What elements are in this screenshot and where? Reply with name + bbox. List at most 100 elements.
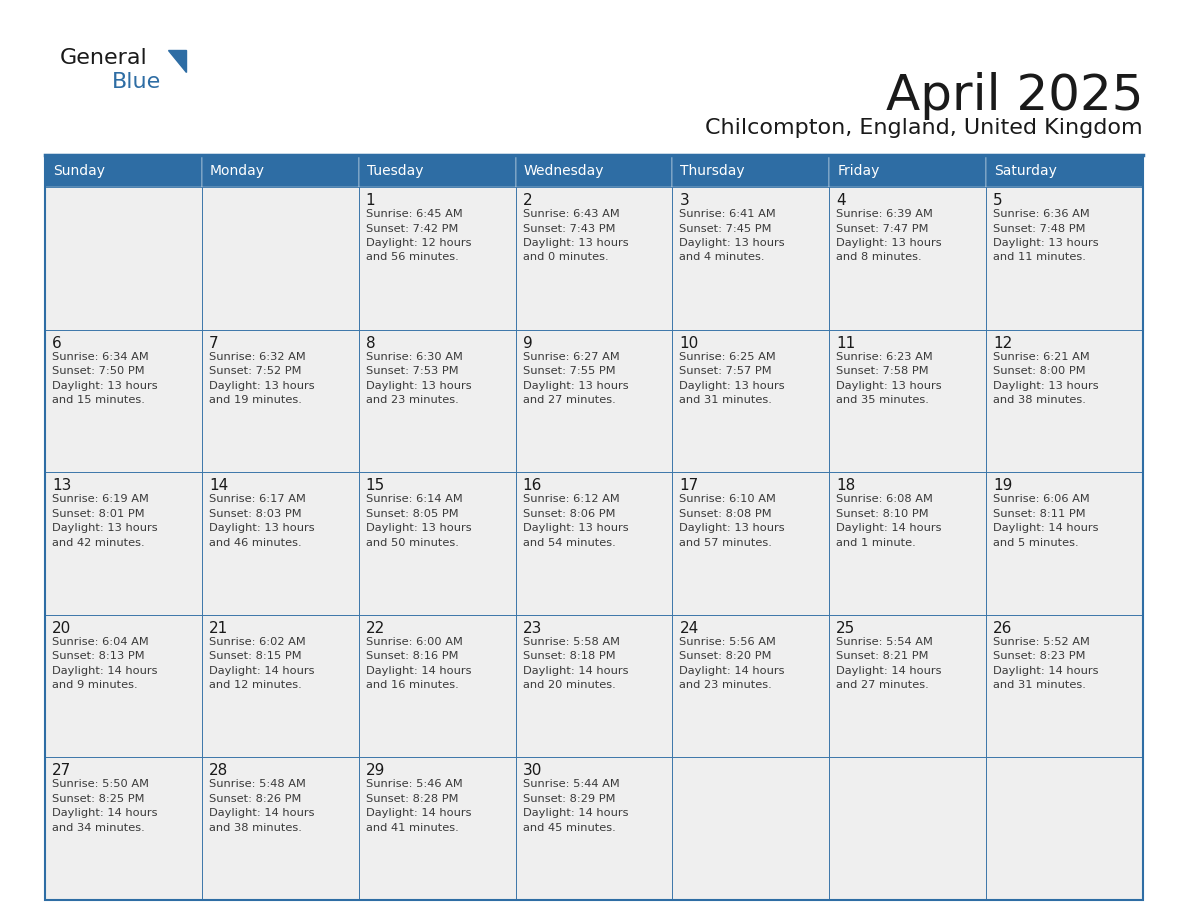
Bar xyxy=(986,330,1143,472)
Text: 17: 17 xyxy=(680,478,699,493)
Bar xyxy=(829,615,986,757)
Text: Daylight: 13 hours: Daylight: 13 hours xyxy=(52,381,158,390)
Text: Daylight: 13 hours: Daylight: 13 hours xyxy=(836,238,942,248)
Text: Friday: Friday xyxy=(838,164,879,178)
Text: Sunrise: 6:04 AM: Sunrise: 6:04 AM xyxy=(52,637,148,647)
Text: Sunrise: 6:00 AM: Sunrise: 6:00 AM xyxy=(366,637,462,647)
Text: Daylight: 13 hours: Daylight: 13 hours xyxy=(209,523,315,533)
Text: and 20 minutes.: and 20 minutes. xyxy=(523,680,615,690)
Text: Sunrise: 5:54 AM: Sunrise: 5:54 AM xyxy=(836,637,933,647)
Text: April 2025: April 2025 xyxy=(885,72,1143,120)
Bar xyxy=(202,155,359,187)
Text: General: General xyxy=(61,48,147,68)
Text: 19: 19 xyxy=(993,478,1012,493)
Text: Sunset: 7:48 PM: Sunset: 7:48 PM xyxy=(993,223,1086,233)
Bar xyxy=(516,330,672,472)
Bar xyxy=(45,155,1143,900)
Text: and 9 minutes.: and 9 minutes. xyxy=(52,680,138,690)
Text: Sunrise: 6:43 AM: Sunrise: 6:43 AM xyxy=(523,209,619,219)
Text: Sunrise: 5:46 AM: Sunrise: 5:46 AM xyxy=(366,779,462,789)
Text: 22: 22 xyxy=(366,621,385,636)
Text: Sunset: 7:53 PM: Sunset: 7:53 PM xyxy=(366,366,459,376)
Text: 27: 27 xyxy=(52,764,71,778)
Bar xyxy=(986,187,1143,330)
Text: Daylight: 14 hours: Daylight: 14 hours xyxy=(209,666,315,676)
Text: Daylight: 14 hours: Daylight: 14 hours xyxy=(523,809,628,819)
Bar xyxy=(516,187,672,330)
Bar xyxy=(359,330,516,472)
Text: Sunrise: 6:25 AM: Sunrise: 6:25 AM xyxy=(680,352,776,362)
Bar xyxy=(45,757,202,900)
Text: Sunset: 8:10 PM: Sunset: 8:10 PM xyxy=(836,509,929,519)
Text: Sunset: 8:18 PM: Sunset: 8:18 PM xyxy=(523,651,615,661)
Text: and 23 minutes.: and 23 minutes. xyxy=(366,395,459,405)
Text: Daylight: 13 hours: Daylight: 13 hours xyxy=(523,238,628,248)
Bar xyxy=(45,330,202,472)
Text: Daylight: 14 hours: Daylight: 14 hours xyxy=(52,666,158,676)
Bar xyxy=(829,187,986,330)
Text: Sunset: 8:13 PM: Sunset: 8:13 PM xyxy=(52,651,145,661)
Text: Blue: Blue xyxy=(112,72,162,92)
Bar xyxy=(202,472,359,615)
Bar xyxy=(829,757,986,900)
Text: 30: 30 xyxy=(523,764,542,778)
Bar xyxy=(359,757,516,900)
Text: Sunrise: 6:32 AM: Sunrise: 6:32 AM xyxy=(209,352,305,362)
Text: Sunrise: 5:52 AM: Sunrise: 5:52 AM xyxy=(993,637,1091,647)
Text: 11: 11 xyxy=(836,336,855,351)
Text: and 4 minutes.: and 4 minutes. xyxy=(680,252,765,263)
Text: and 57 minutes.: and 57 minutes. xyxy=(680,538,772,548)
Text: Wednesday: Wednesday xyxy=(524,164,604,178)
Text: Daylight: 13 hours: Daylight: 13 hours xyxy=(836,381,942,390)
Bar xyxy=(672,757,829,900)
Text: 14: 14 xyxy=(209,478,228,493)
Text: Daylight: 14 hours: Daylight: 14 hours xyxy=(993,523,1099,533)
Text: Sunrise: 6:21 AM: Sunrise: 6:21 AM xyxy=(993,352,1089,362)
Text: and 8 minutes.: and 8 minutes. xyxy=(836,252,922,263)
Text: Sunset: 7:58 PM: Sunset: 7:58 PM xyxy=(836,366,929,376)
Text: Daylight: 13 hours: Daylight: 13 hours xyxy=(680,523,785,533)
Bar xyxy=(45,615,202,757)
Bar xyxy=(516,155,672,187)
Text: Daylight: 13 hours: Daylight: 13 hours xyxy=(993,381,1099,390)
Text: Sunrise: 6:08 AM: Sunrise: 6:08 AM xyxy=(836,494,933,504)
Bar xyxy=(45,155,202,187)
Text: 18: 18 xyxy=(836,478,855,493)
Bar xyxy=(829,472,986,615)
Bar xyxy=(359,472,516,615)
Text: Sunset: 7:50 PM: Sunset: 7:50 PM xyxy=(52,366,145,376)
Text: 8: 8 xyxy=(366,336,375,351)
Text: 9: 9 xyxy=(523,336,532,351)
Text: 13: 13 xyxy=(52,478,71,493)
Text: and 50 minutes.: and 50 minutes. xyxy=(366,538,459,548)
Text: and 46 minutes.: and 46 minutes. xyxy=(209,538,302,548)
Text: 2: 2 xyxy=(523,193,532,208)
Text: 6: 6 xyxy=(52,336,62,351)
Text: 20: 20 xyxy=(52,621,71,636)
Text: Tuesday: Tuesday xyxy=(367,164,423,178)
Text: and 54 minutes.: and 54 minutes. xyxy=(523,538,615,548)
Text: Sunset: 8:23 PM: Sunset: 8:23 PM xyxy=(993,651,1086,661)
Text: and 35 minutes.: and 35 minutes. xyxy=(836,395,929,405)
Text: and 38 minutes.: and 38 minutes. xyxy=(993,395,1086,405)
Text: Sunset: 8:00 PM: Sunset: 8:00 PM xyxy=(993,366,1086,376)
Text: Daylight: 14 hours: Daylight: 14 hours xyxy=(993,666,1099,676)
Text: Sunrise: 6:17 AM: Sunrise: 6:17 AM xyxy=(209,494,305,504)
Text: and 1 minute.: and 1 minute. xyxy=(836,538,916,548)
Text: Daylight: 14 hours: Daylight: 14 hours xyxy=(523,666,628,676)
Bar xyxy=(359,615,516,757)
Text: and 5 minutes.: and 5 minutes. xyxy=(993,538,1079,548)
Text: 25: 25 xyxy=(836,621,855,636)
Text: and 15 minutes.: and 15 minutes. xyxy=(52,395,145,405)
Text: Sunset: 8:05 PM: Sunset: 8:05 PM xyxy=(366,509,459,519)
Text: Sunset: 7:45 PM: Sunset: 7:45 PM xyxy=(680,223,772,233)
Text: 7: 7 xyxy=(209,336,219,351)
Text: 1: 1 xyxy=(366,193,375,208)
Text: Sunset: 7:42 PM: Sunset: 7:42 PM xyxy=(366,223,459,233)
Text: Daylight: 13 hours: Daylight: 13 hours xyxy=(366,381,472,390)
Bar xyxy=(986,155,1143,187)
Text: Daylight: 13 hours: Daylight: 13 hours xyxy=(523,381,628,390)
Text: 29: 29 xyxy=(366,764,385,778)
Text: Sunrise: 6:41 AM: Sunrise: 6:41 AM xyxy=(680,209,776,219)
Text: and 0 minutes.: and 0 minutes. xyxy=(523,252,608,263)
